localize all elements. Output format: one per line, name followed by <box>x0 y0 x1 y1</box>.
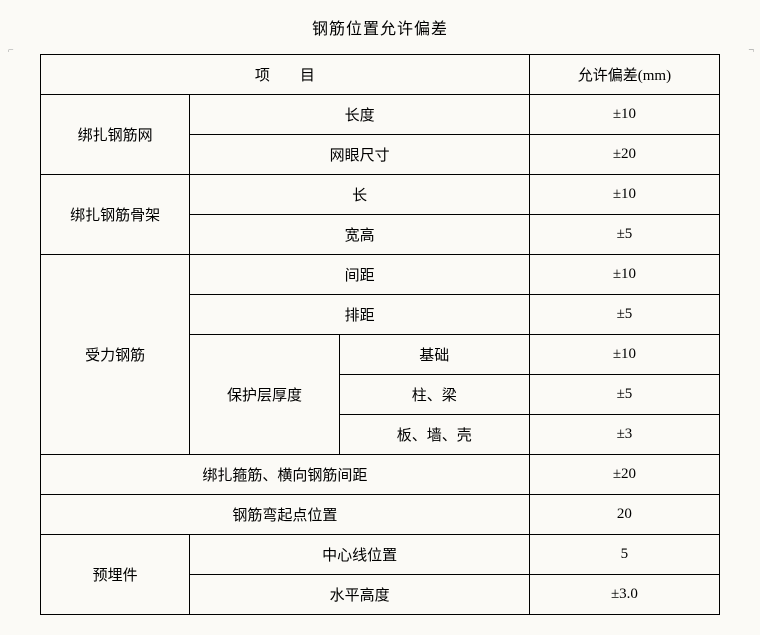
sub-label: 板、墙、壳 <box>339 415 529 455</box>
tol-value: ±5 <box>529 295 719 335</box>
sub-label: 宽高 <box>190 215 529 255</box>
sub-label: 水平高度 <box>190 575 529 615</box>
header-tolerance: 允许偏差(mm) <box>529 55 719 95</box>
nested-label: 保护层厚度 <box>190 335 339 455</box>
tol-value: ±5 <box>529 215 719 255</box>
group-label: 预埋件 <box>41 535 190 615</box>
tol-value: ±5 <box>529 375 719 415</box>
tol-value: 20 <box>529 495 719 535</box>
tol-value: ±3 <box>529 415 719 455</box>
sub-label: 排距 <box>190 295 529 335</box>
group-label: 绑扎钢筋网 <box>41 95 190 175</box>
table-row: 受力钢筋 间距 ±10 <box>41 255 720 295</box>
table-row: 预埋件 中心线位置 5 <box>41 535 720 575</box>
wide-label: 绑扎箍筋、横向钢筋间距 <box>41 455 530 495</box>
tol-value: 5 <box>529 535 719 575</box>
sub-label: 长度 <box>190 95 529 135</box>
tolerance-table-container: 项 目 允许偏差(mm) 绑扎钢筋网 长度 ±10 网眼尺寸 ±20 绑扎钢筋骨… <box>40 54 720 615</box>
header-item: 项 目 <box>41 55 530 95</box>
group-label: 受力钢筋 <box>41 255 190 455</box>
tol-value: ±20 <box>529 455 719 495</box>
tol-value: ±3.0 <box>529 575 719 615</box>
sub-label: 中心线位置 <box>190 535 529 575</box>
sub-label: 长 <box>190 175 529 215</box>
tol-value: ±10 <box>529 175 719 215</box>
sub-label: 间距 <box>190 255 529 295</box>
table-row: 钢筋弯起点位置 20 <box>41 495 720 535</box>
table-row: 绑扎箍筋、横向钢筋间距 ±20 <box>41 455 720 495</box>
wide-label: 钢筋弯起点位置 <box>41 495 530 535</box>
table-row: 绑扎钢筋网 长度 ±10 <box>41 95 720 135</box>
tol-value: ±10 <box>529 335 719 375</box>
page-title: 钢筋位置允许偏差 <box>0 0 760 54</box>
tol-value: ±20 <box>529 135 719 175</box>
tol-value: ±10 <box>529 255 719 295</box>
sub-label: 柱、梁 <box>339 375 529 415</box>
sub-label: 基础 <box>339 335 529 375</box>
table-header-row: 项 目 允许偏差(mm) <box>41 55 720 95</box>
tol-value: ±10 <box>529 95 719 135</box>
group-label: 绑扎钢筋骨架 <box>41 175 190 255</box>
table-row: 绑扎钢筋骨架 长 ±10 <box>41 175 720 215</box>
tolerance-table: 项 目 允许偏差(mm) 绑扎钢筋网 长度 ±10 网眼尺寸 ±20 绑扎钢筋骨… <box>40 54 720 615</box>
sub-label: 网眼尺寸 <box>190 135 529 175</box>
